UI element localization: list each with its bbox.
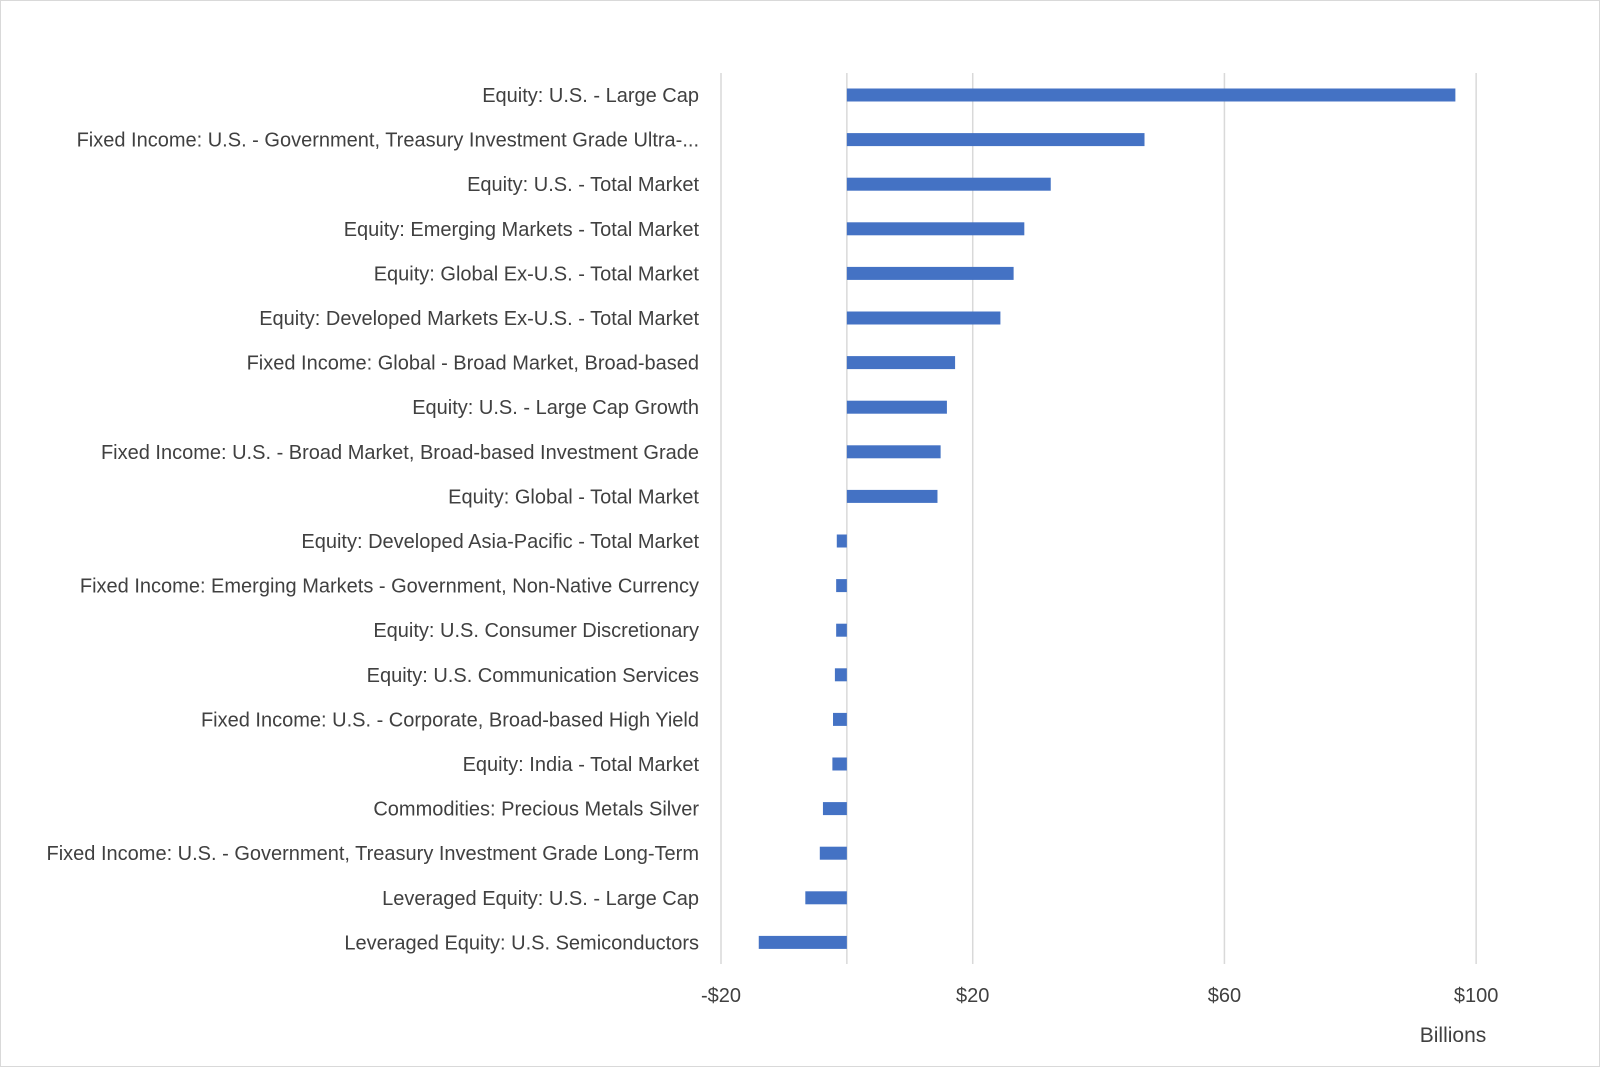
category-label: Equity: U.S. - Total Market [467,174,699,196]
x-tick-label: $60 [1208,985,1241,1007]
bar [846,266,1014,280]
category-label: Leveraged Equity: U.S. - Large Cap [382,888,699,910]
category-label: Equity: Global - Total Market [448,486,699,508]
category-label: Commodities: Precious Metals Silver [373,799,699,821]
category-labels: Equity: U.S. - Large Cap Fixed Income: U.… [47,85,700,954]
bar [834,668,847,682]
category-label: Equity: U.S. Consumer Discretionary [373,620,699,642]
bar [836,534,847,548]
category-label: Fixed Income: Emerging Markets - Governm… [80,576,699,598]
gridlines [720,73,1477,964]
category-label: Equity: Global Ex-U.S. - Total Market [374,263,700,285]
category-label: Fixed Income: U.S. - Government, Treasur… [47,843,699,865]
bar [819,846,847,860]
category-label: Equity: Emerging Markets - Total Market [344,219,700,241]
x-tick-label: $100 [1454,985,1499,1007]
bar [846,88,1456,102]
category-label: Equity: Developed Markets Ex-U.S. - Tota… [259,308,699,330]
bar [836,623,847,637]
bar [836,579,847,593]
bar [846,445,941,459]
category-label: Leveraged Equity: U.S. Semiconductors [344,932,699,954]
category-label: Equity: U.S. - Large Cap [482,85,699,107]
category-label: Equity: Developed Asia-Pacific - Total M… [301,531,699,553]
category-label: Equity: U.S. Communication Services [367,665,699,687]
bar [846,356,956,370]
category-label: Fixed Income: U.S. - Government, Treasur… [77,130,699,152]
category-label: Fixed Income: U.S. - Broad Market, Broad… [101,442,699,464]
bar [833,712,847,726]
x-axis-tick-labels: -$20 $20 $60 $100 [701,985,1498,1007]
category-label: Fixed Income: U.S. - Corporate, Broad-ba… [201,709,699,731]
bar [758,935,847,949]
x-tick-label: $20 [956,985,989,1007]
bar [846,311,1001,325]
bar [846,133,1145,147]
x-tick-label: -$20 [701,985,741,1007]
bar [846,400,947,414]
x-axis-unit-label: Billions [1420,1024,1487,1047]
bar [822,802,847,816]
bar [805,891,847,905]
bars [758,88,1456,949]
bar [846,177,1051,191]
bar [846,489,938,503]
category-label: Equity: India - Total Market [463,754,700,776]
bar [846,222,1025,236]
category-label: Fixed Income: Global - Broad Market, Bro… [247,353,699,375]
category-label: Equity: U.S. - Large Cap Growth [412,397,699,419]
bar [832,757,847,771]
